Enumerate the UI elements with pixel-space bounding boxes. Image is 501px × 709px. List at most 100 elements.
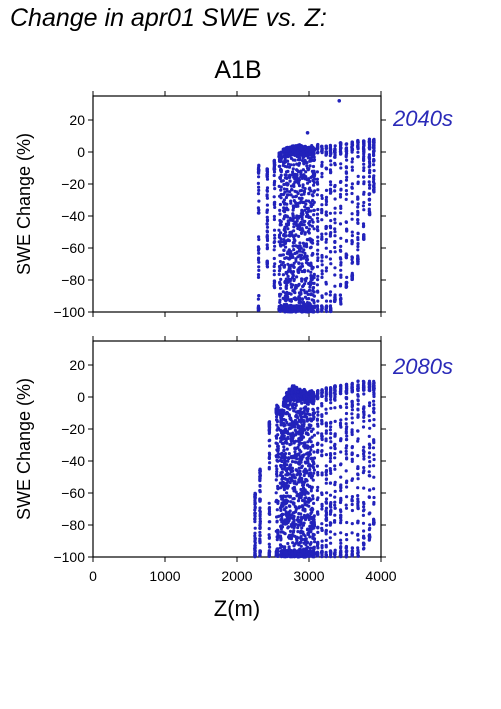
data-point — [328, 392, 332, 396]
data-point — [361, 222, 366, 226]
data-point — [279, 486, 283, 490]
data-point — [257, 188, 261, 192]
data-point — [329, 395, 333, 399]
data-point — [257, 171, 261, 175]
data-point — [304, 478, 309, 482]
data-point — [338, 256, 342, 260]
data-point — [279, 423, 283, 427]
data-point — [368, 210, 372, 214]
data-point — [265, 229, 269, 233]
data-point — [339, 538, 343, 542]
data-point — [301, 256, 306, 260]
data-point — [350, 385, 354, 389]
data-point — [328, 232, 332, 236]
data-point — [320, 259, 324, 263]
data-point — [299, 437, 303, 442]
data-point — [368, 443, 372, 447]
data-point — [320, 471, 324, 475]
data-point — [275, 467, 279, 471]
data-point — [310, 253, 314, 257]
data-point — [305, 514, 309, 518]
data-point — [289, 269, 293, 273]
data-point — [273, 205, 277, 209]
data-point — [324, 397, 328, 401]
data-point — [362, 192, 366, 196]
data-point — [320, 492, 324, 497]
data-point — [297, 270, 301, 274]
data-point — [285, 202, 289, 206]
data-point — [324, 501, 329, 505]
data-point — [350, 451, 354, 455]
data-point — [298, 249, 302, 253]
data-point — [299, 188, 304, 193]
data-point — [320, 437, 324, 442]
data-point — [345, 456, 349, 460]
data-point — [320, 550, 324, 554]
data-point — [258, 506, 262, 510]
data-point — [291, 244, 295, 248]
data-point — [333, 296, 337, 300]
x-axis-label: Z(m) — [214, 596, 260, 621]
data-point — [272, 158, 276, 162]
data-point — [328, 257, 332, 261]
data-point — [362, 158, 366, 162]
x-tick-label: 3000 — [293, 568, 324, 584]
data-point — [356, 155, 360, 159]
data-point — [344, 220, 348, 224]
data-point — [299, 465, 304, 470]
data-point — [333, 434, 337, 438]
data-point — [299, 288, 303, 292]
data-point — [297, 452, 301, 456]
data-point — [310, 308, 315, 312]
data-point — [311, 164, 316, 169]
data-point — [308, 554, 312, 558]
data-point — [287, 389, 291, 393]
data-point — [284, 230, 288, 234]
data-point — [258, 517, 262, 521]
data-point — [291, 195, 295, 199]
data-point — [291, 270, 296, 274]
data-point — [368, 401, 372, 405]
data-point — [350, 522, 354, 526]
data-point — [333, 442, 337, 446]
data-point — [253, 549, 257, 553]
data-point — [356, 398, 360, 402]
data-point — [308, 467, 312, 472]
data-point — [372, 521, 376, 525]
data-point — [297, 505, 301, 509]
data-point — [297, 282, 301, 286]
data-point — [253, 517, 257, 521]
data-point — [368, 419, 372, 423]
data-point — [350, 148, 354, 152]
data-point — [258, 523, 262, 528]
data-point — [328, 290, 333, 294]
data-point — [362, 180, 366, 184]
data-point — [265, 233, 269, 238]
data-point — [356, 238, 360, 242]
data-point — [315, 283, 319, 287]
data-point — [311, 220, 315, 224]
data-point — [312, 501, 316, 505]
data-point — [296, 191, 300, 196]
data-point — [299, 415, 304, 419]
data-point — [283, 210, 287, 214]
data-point — [276, 499, 280, 503]
data-point — [368, 426, 372, 430]
data-point — [344, 452, 348, 456]
data-point — [291, 431, 295, 435]
data-point — [307, 231, 311, 235]
data-point — [289, 463, 293, 467]
data-point — [329, 389, 333, 393]
data-point — [316, 410, 320, 414]
data-point — [320, 502, 324, 506]
data-point — [302, 469, 306, 473]
data-point — [299, 169, 303, 173]
data-point — [311, 536, 315, 540]
data-point — [279, 188, 283, 192]
data-point — [277, 240, 281, 244]
data-point — [310, 527, 314, 531]
data-point — [293, 505, 297, 509]
data-point — [284, 506, 288, 510]
data-point — [276, 426, 280, 430]
data-point — [291, 541, 295, 545]
